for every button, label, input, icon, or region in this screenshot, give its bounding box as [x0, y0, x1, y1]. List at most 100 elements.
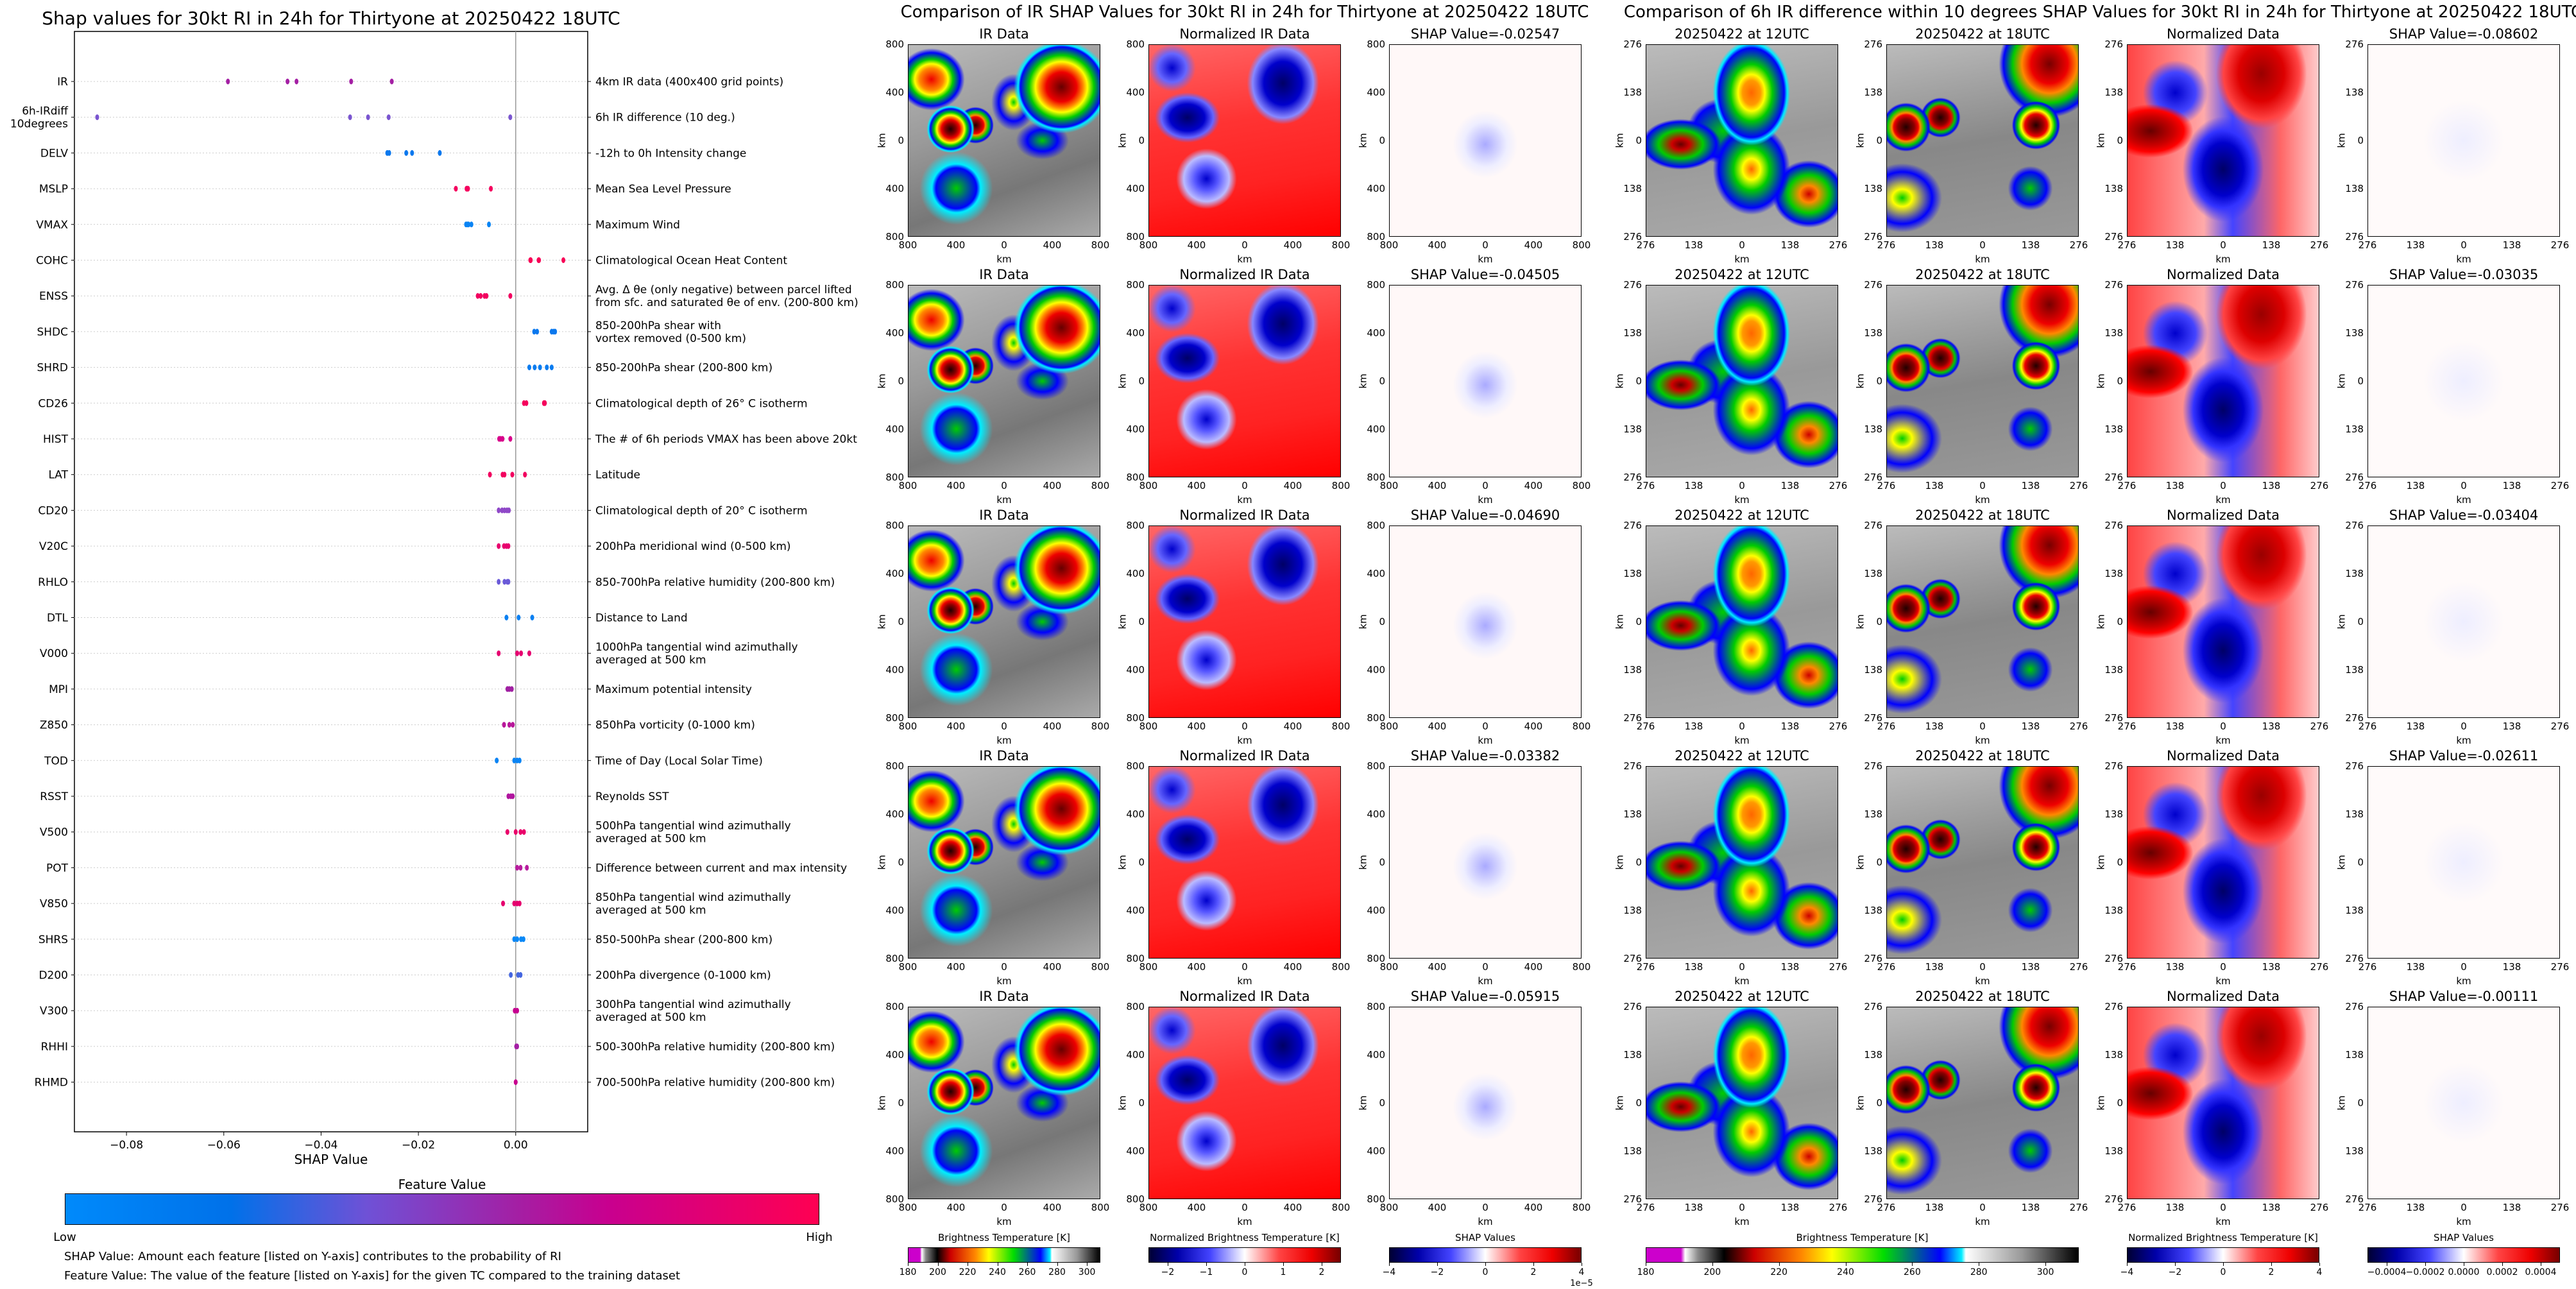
shap-point — [522, 829, 526, 835]
y-tick-label: 138 — [2345, 87, 2364, 98]
ir-image — [908, 285, 1100, 477]
y-tick-label: 276 — [1864, 279, 1882, 291]
x-tick-label: 400 — [1428, 961, 1447, 973]
colorbar — [1148, 1247, 1341, 1263]
shap-point — [479, 293, 483, 299]
y-tick-label: 138 — [1864, 87, 1882, 98]
x-tick-label: 138 — [2021, 239, 2040, 251]
x-tick-label: 400 — [1283, 721, 1302, 732]
y-tick-label: 138 — [1623, 87, 1642, 98]
y-tick-label: 400 — [1367, 905, 1385, 916]
x-tick-label: 138 — [1684, 721, 1703, 732]
shap-point — [487, 221, 491, 228]
shap-point — [513, 829, 518, 835]
x-tick-label: 0 — [1739, 1202, 1745, 1213]
colorbar-tick-label: −2 — [1430, 1267, 1444, 1277]
y-tick-label: 276 — [2104, 712, 2123, 724]
y-tick-label: 400 — [1367, 664, 1385, 676]
y-tick-label: 138 — [1623, 664, 1642, 676]
y-tick-label: 276 — [2345, 760, 2364, 772]
x-tick-label: 138 — [2502, 721, 2521, 732]
x-axis-label: km — [996, 1216, 1012, 1227]
colorbar — [2367, 1247, 2560, 1263]
colorbar-tick-label: 0 — [1241, 1267, 1248, 1277]
y-tick-label: 400 — [1367, 183, 1385, 194]
y-tick-label: 138 — [2345, 423, 2364, 435]
x-axis-label: km — [996, 494, 1012, 506]
x-tick-label: 0 — [1482, 961, 1488, 973]
panel-title: IR Data — [979, 267, 1029, 282]
colorbar-tick-label: 0.0002 — [2486, 1267, 2518, 1277]
feature-label: DELV — [40, 147, 68, 160]
y-tick-label: 400 — [1126, 423, 1145, 435]
x-axis-label: km — [2215, 735, 2231, 746]
x-tick-label: 400 — [946, 1202, 966, 1213]
x-axis-label: km — [1975, 735, 1990, 746]
panel-title: 20250422 at 12UTC — [1675, 508, 1809, 523]
colorbar — [908, 1247, 1100, 1263]
feature-label: SHRS — [38, 934, 68, 946]
x-tick-label: −0.08 — [110, 1139, 143, 1152]
shap-point — [226, 78, 230, 85]
y-axis-label: km — [1854, 855, 1866, 870]
x-tick-label: 800 — [898, 480, 917, 491]
y-tick-label: 138 — [1864, 327, 1882, 339]
x-tick-label: 800 — [1379, 1202, 1399, 1213]
y-tick-label: 800 — [1367, 231, 1385, 243]
colorbar-tick-label: 280 — [1048, 1267, 1066, 1277]
y-tick-label: 276 — [1623, 231, 1642, 243]
y-tick-label: 138 — [1623, 1049, 1642, 1061]
x-tick-label: 400 — [1043, 721, 1062, 732]
y-axis-label: km — [1357, 373, 1369, 389]
y-tick-label: 276 — [1623, 279, 1642, 291]
y-tick-label: 400 — [885, 1049, 904, 1061]
feature-description: 500hPa tangential wind azimuthally averag… — [595, 820, 791, 846]
feature-label: IR — [57, 76, 68, 89]
y-tick-label: 276 — [1864, 231, 1882, 243]
colorbar-tick — [2127, 1263, 2128, 1266]
feature-value-colorbar — [65, 1193, 819, 1225]
y-axis-label: km — [1854, 373, 1866, 389]
shap-point — [512, 757, 516, 764]
x-tick-label: 0 — [1001, 721, 1007, 732]
y-tick-label: 138 — [2345, 568, 2364, 579]
x-axis-label: km — [1237, 975, 1252, 987]
x-tick-label: 400 — [946, 961, 966, 973]
y-tick-label: 800 — [1367, 520, 1385, 531]
y-tick-label: 0 — [898, 616, 904, 627]
x-tick-label: 400 — [1187, 961, 1206, 973]
shap-point — [515, 864, 520, 871]
x-tick-label: 400 — [1187, 721, 1206, 732]
ir-image — [1148, 1007, 1341, 1199]
shap-point — [502, 722, 506, 728]
shap-point — [466, 221, 471, 228]
y-tick-label: 800 — [1367, 712, 1385, 724]
shap-point — [508, 436, 513, 442]
y-tick-label: 0 — [1138, 135, 1145, 146]
y-tick-label: 0 — [1876, 135, 1882, 146]
shap-point — [95, 114, 99, 121]
x-axis-label: km — [996, 735, 1012, 746]
x-axis-label: km — [1734, 975, 1750, 987]
shap-point — [489, 185, 493, 192]
y-tick-label: 0 — [1138, 375, 1145, 387]
ir-image — [2127, 525, 2319, 718]
y-tick-label: 0 — [898, 375, 904, 387]
feature-label: CD20 — [38, 504, 68, 517]
panel-title: IR Data — [979, 748, 1029, 764]
x-tick-label: 800 — [1379, 480, 1399, 491]
colorbar — [1646, 1247, 2079, 1263]
colorbar-tick-label: −4 — [1382, 1267, 1396, 1277]
y-axis-label: km — [876, 614, 888, 629]
shap-point — [537, 257, 542, 263]
x-axis-label: km — [2215, 253, 2231, 265]
y-tick-label: 400 — [1126, 1145, 1145, 1157]
feature-label: DTL — [47, 612, 68, 625]
shap-point — [511, 793, 515, 799]
shap-point — [518, 972, 523, 978]
y-axis-label: km — [2095, 614, 2107, 629]
x-tick-label: 0 — [1979, 480, 1986, 491]
x-tick-label: 800 — [898, 721, 917, 732]
x-tick-label: 0 — [1739, 480, 1745, 491]
colorbar-tick — [1057, 1263, 1058, 1266]
